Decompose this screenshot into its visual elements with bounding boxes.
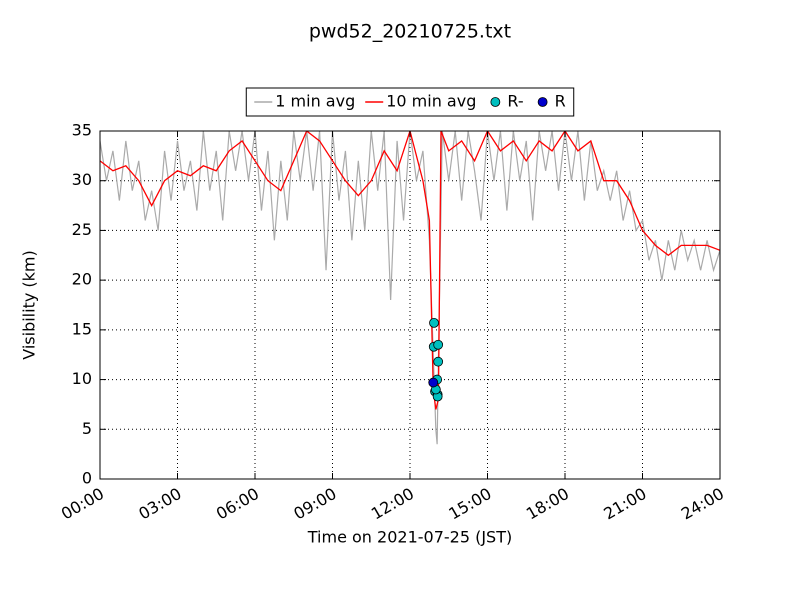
plot-area <box>100 131 720 445</box>
legend-item: 1 min avg <box>254 92 355 111</box>
chart-title: pwd52_20210725.txt <box>309 21 511 43</box>
legend-label: 1 min avg <box>275 92 355 111</box>
x-axis-label: Time on 2021-07-25 (JST) <box>307 528 512 547</box>
data-point <box>428 377 439 388</box>
data-point <box>429 317 439 328</box>
legend-swatch <box>490 97 501 107</box>
y-tick-label: 0 <box>82 469 92 488</box>
y-tick-label: 20 <box>72 270 92 289</box>
data-line <box>100 131 720 410</box>
data-point <box>433 356 444 367</box>
legend-item: R- <box>490 92 524 111</box>
legend-label: 10 min avg <box>386 92 476 111</box>
y-axis-label: Visibility (km) <box>20 250 39 359</box>
y-tick-label: 25 <box>72 220 92 239</box>
legend-item: R <box>537 92 566 111</box>
legend-box <box>245 87 575 117</box>
y-tick-label: 10 <box>72 369 92 388</box>
legend-label: R- <box>507 92 523 111</box>
data-point <box>433 339 444 350</box>
legend-swatch <box>537 97 548 107</box>
legend: 1 min avg 10 min avg R- R <box>245 87 575 117</box>
y-tick-label: 15 <box>72 319 92 338</box>
y-tick-label: 5 <box>82 419 92 438</box>
legend-label: R <box>555 92 566 111</box>
legend-item: 10 min avg <box>365 92 476 111</box>
y-tick-label: 35 <box>72 121 92 140</box>
y-tick-label: 30 <box>72 170 92 189</box>
